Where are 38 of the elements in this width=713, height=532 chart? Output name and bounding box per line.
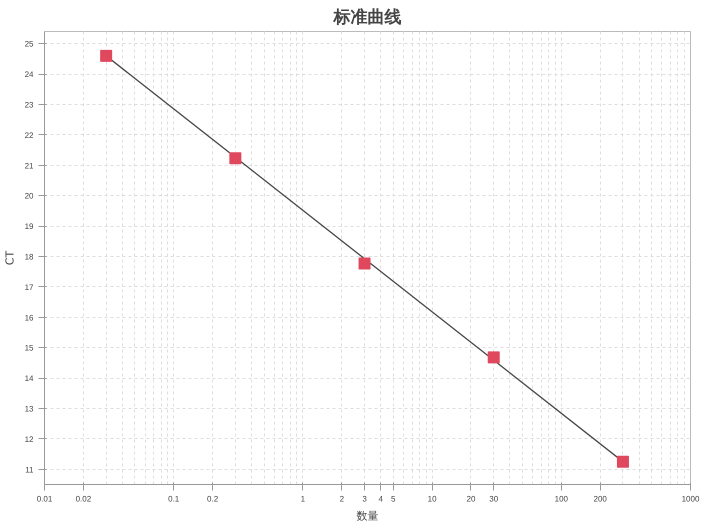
- x-tick-label: 30: [489, 494, 499, 504]
- x-tick-label: 10: [428, 494, 438, 504]
- point: [358, 257, 371, 270]
- y-tick-label: 24: [24, 70, 34, 80]
- y-tick-label: 19: [24, 222, 34, 232]
- x-tick-label: 3: [362, 494, 368, 504]
- x-axis-title: 数量: [356, 510, 378, 522]
- x-tick-label: 100: [554, 494, 569, 504]
- x-tick-label: 1000: [682, 494, 700, 504]
- point: [100, 50, 112, 62]
- x-tick-label: 0.02: [76, 494, 92, 504]
- y-tick-label: 14: [24, 374, 34, 384]
- y-tick-label: 20: [24, 192, 34, 201]
- y-tick-label: 18: [24, 252, 34, 262]
- point: [616, 456, 629, 468]
- chart-title: 标准曲线: [332, 8, 402, 26]
- point: [229, 152, 242, 164]
- y-tick-label: 12: [24, 434, 34, 444]
- x-tick-label: 200: [594, 494, 608, 504]
- x-tick-label: 2: [340, 494, 345, 504]
- x-tick-label: 5: [390, 494, 396, 504]
- point: [488, 351, 500, 364]
- x-tick-label: 0.01: [36, 494, 53, 504]
- y-axis-title: CT: [4, 250, 17, 266]
- x-tick-label: 20: [466, 494, 476, 504]
- y-tick-label: 21: [24, 161, 34, 170]
- y-tick-label: 17: [24, 282, 34, 292]
- y-tick-label: 15: [24, 344, 34, 353]
- y-tick-label: 13: [24, 404, 34, 414]
- y-tick-label: 22: [24, 130, 34, 140]
- y-tick-label: 11: [25, 465, 34, 474]
- x-tick-label: 4: [378, 494, 384, 504]
- y-tick-label: 16: [24, 313, 34, 322]
- y-tick-label: 25: [24, 40, 34, 49]
- x-tick-label: 0.2: [207, 494, 219, 504]
- x-tick-label: 1: [300, 494, 306, 504]
- y-tick-label: 23: [24, 100, 34, 110]
- x-tick-label: 0.1: [168, 494, 180, 504]
